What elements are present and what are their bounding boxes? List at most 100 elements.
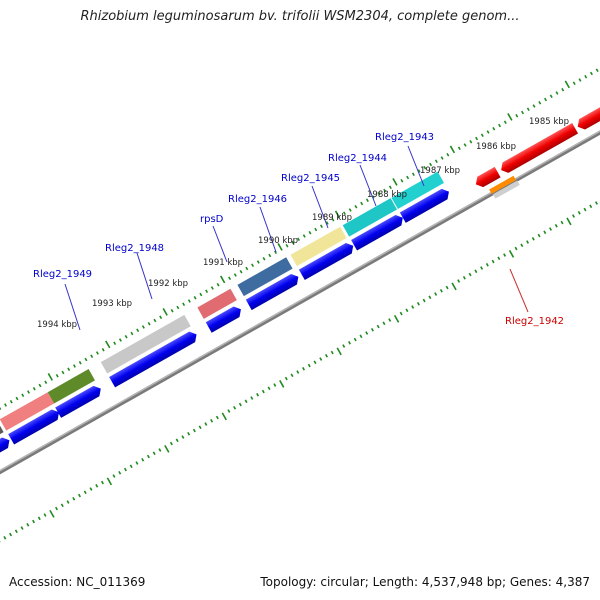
minor-tick: [32, 386, 36, 391]
minor-tick: [15, 396, 19, 401]
cds-track-forward: [0, 171, 445, 443]
kbp-label: 1994 kbp: [37, 320, 77, 330]
minor-tick: [38, 383, 42, 388]
minor-tick: [405, 308, 409, 313]
gene-bar-rleg2-1945[interactable]: [290, 226, 347, 267]
minor-tick: [572, 81, 576, 86]
minor-tick: [55, 373, 59, 378]
minor-tick: [319, 224, 323, 229]
forward-gene-arrow[interactable]: [205, 304, 244, 333]
major-tick: [507, 113, 513, 121]
minor-tick: [238, 402, 242, 407]
minor-tick: [267, 386, 271, 391]
minor-tick: [348, 208, 352, 212]
forward-gene-arrow[interactable]: [0, 435, 12, 457]
minor-tick: [66, 500, 70, 504]
ticks-outer: [0, 68, 599, 411]
major-tick: [279, 379, 285, 388]
major-tick: [393, 314, 400, 323]
minor-tick: [285, 243, 289, 248]
minor-tick: [296, 370, 300, 374]
minor-tick: [544, 97, 547, 102]
gene-bar-rleg2-1946[interactable]: [237, 257, 293, 297]
gene-track-forward: [0, 186, 452, 457]
minor-tick: [101, 347, 105, 352]
minor-tick: [526, 107, 530, 112]
minor-tick: [531, 236, 535, 241]
minor-tick: [273, 383, 277, 387]
reverse-gene-arrow[interactable]: [473, 166, 501, 190]
minor-tick: [457, 146, 461, 151]
minor-tick: [491, 259, 495, 264]
major-tick: [105, 340, 111, 349]
minor-tick: [537, 233, 541, 238]
minor-tick: [153, 318, 157, 323]
minor-tick: [388, 318, 392, 322]
reverse-gene-arrow[interactable]: [498, 123, 579, 175]
minor-tick: [468, 272, 472, 277]
minor-tick: [118, 470, 122, 475]
minor-tick: [175, 438, 179, 443]
minor-tick: [26, 522, 30, 527]
major-tick: [508, 249, 515, 258]
major-tick: [392, 178, 398, 186]
gene-bar-rleg2-1949[interactable]: [0, 392, 55, 431]
minor-tick: [72, 496, 76, 501]
minor-tick: [417, 169, 421, 173]
minor-tick: [210, 418, 214, 423]
minor-tick: [554, 223, 558, 228]
minor-tick: [228, 276, 232, 281]
gene-bar-rleg2-1943[interactable]: [391, 171, 445, 210]
minor-tick: [268, 253, 272, 258]
gene-bar-rleg2-1944[interactable]: [342, 198, 398, 237]
minor-tick: [136, 328, 140, 333]
minor-tick: [422, 298, 426, 303]
minor-tick: [526, 240, 530, 244]
forward-gene-arrow[interactable]: [8, 407, 62, 445]
minor-tick: [146, 454, 150, 459]
minor-tick: [302, 234, 306, 238]
reverse-gene-arrow[interactable]: [575, 99, 600, 132]
minor-tick: [244, 399, 248, 404]
kbp-label: 1985 kbp: [529, 117, 569, 127]
minor-tick: [187, 299, 191, 303]
minor-tick: [543, 230, 547, 235]
major-tick: [451, 282, 457, 291]
minor-tick: [360, 201, 364, 206]
kbp-label: 1990 kbp: [258, 236, 298, 246]
minor-tick: [95, 351, 99, 355]
forward-gene-arrow[interactable]: [298, 241, 356, 281]
gene-label-rleg2-1946[interactable]: Rleg2_1946: [228, 194, 287, 205]
minor-tick: [181, 435, 185, 439]
gene-bar-rleg2-1948[interactable]: [100, 314, 191, 374]
forward-gene-arrow[interactable]: [399, 186, 452, 223]
gene-bar-rleg2-1942-orange[interactable]: [489, 175, 516, 194]
gene-bar-rleg2-1942-grey[interactable]: [492, 180, 520, 199]
gene-label-rleg2-1944[interactable]: Rleg2_1944: [328, 153, 387, 164]
minor-tick: [130, 331, 134, 336]
gene-label-rleg2-1945[interactable]: Rleg2_1945: [281, 173, 340, 184]
gene-bar-rpsD[interactable]: [197, 288, 237, 319]
forward-gene-arrow[interactable]: [245, 272, 302, 311]
forward-gene-arrow[interactable]: [351, 212, 406, 251]
minor-tick: [485, 262, 489, 267]
gene-label-rleg2-1948[interactable]: Rleg2_1948: [105, 243, 164, 254]
forward-gene-arrow[interactable]: [55, 383, 104, 418]
major-tick: [164, 444, 170, 453]
forward-gene-arrow[interactable]: [109, 329, 199, 388]
gene-label-rleg2-1942[interactable]: Rleg2_1942: [505, 316, 564, 327]
minor-tick: [532, 104, 536, 108]
major-tick: [449, 145, 456, 154]
minor-tick: [55, 506, 59, 511]
minor-tick: [383, 188, 387, 193]
cds-track-reverse: [489, 175, 520, 199]
gene-label-rpsD[interactable]: rpsD: [200, 214, 224, 225]
gene-label-rleg2-1943[interactable]: Rleg2_1943: [375, 132, 434, 143]
minor-tick: [492, 126, 496, 131]
gene-bar-olive[interactable]: [47, 369, 95, 404]
gene-label-rleg2-1949[interactable]: Rleg2_1949: [33, 269, 92, 280]
minor-tick: [44, 380, 48, 385]
kbp-label: 1992 kbp: [148, 279, 188, 289]
minor-tick: [423, 165, 427, 170]
